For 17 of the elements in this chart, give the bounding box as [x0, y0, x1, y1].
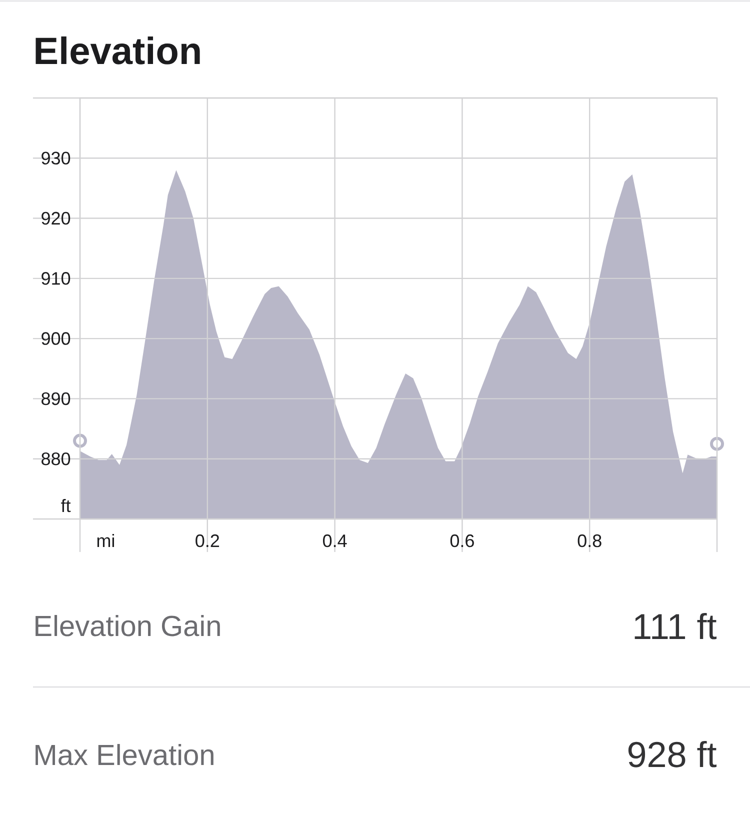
x-tick-label: 0.4: [322, 534, 347, 548]
y-tick-label: 930: [42, 152, 70, 165]
y-tick-label: 910: [42, 272, 70, 285]
y-tick-label: 900: [42, 332, 70, 345]
x-tick-label: 0.8: [578, 534, 602, 548]
y-tick-label: 920: [42, 212, 70, 225]
text: Elevation Gain: [36, 614, 220, 636]
text: 111 ft: [634, 612, 717, 640]
x-tick-label: 0.2: [196, 534, 220, 548]
y-tick-label: 880: [42, 452, 70, 466]
chart-title: Elevation: [36, 36, 200, 64]
text: Max Elevation: [36, 744, 214, 766]
y-axis-title: ft: [61, 498, 71, 512]
text: 928 ft: [628, 740, 717, 768]
x-axis-title: mi: [97, 534, 114, 547]
y-tick-label: 890: [42, 392, 70, 406]
x-tick-label: 0.6: [450, 534, 474, 548]
